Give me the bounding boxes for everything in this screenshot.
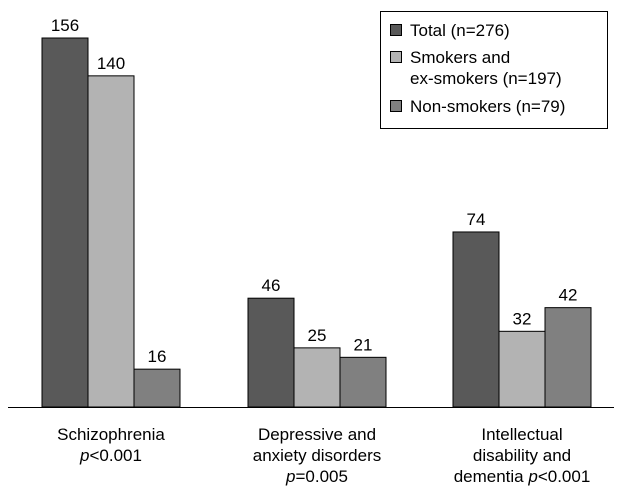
bar-1-0 [87, 75, 135, 408]
legend-swatch [390, 24, 402, 36]
data-label-2-0: 16 [148, 347, 167, 366]
legend-label-line: Non-smokers (n=79) [410, 97, 566, 116]
p-value: p=0.005 [217, 466, 417, 487]
category-label-line: disability and [472, 446, 572, 465]
bar-1-1 [293, 347, 341, 408]
p-value-text: =0.005 [295, 467, 348, 486]
bar-2-2 [544, 307, 592, 408]
legend-label-line: ex-smokers (n=197) [410, 69, 562, 88]
data-label-1-2: 32 [513, 309, 532, 328]
legend: Total (n=276) Smokers and ex-smokers (n=19… [380, 11, 608, 129]
data-label-0-2: 74 [467, 210, 486, 229]
category-label-2: Intellectual disability and dementia p<0.0… [422, 424, 622, 487]
data-label-0-0: 156 [51, 16, 79, 35]
data-label-2-2: 42 [559, 286, 578, 305]
category-label-line: anxiety disorders [252, 446, 382, 465]
legend-label: Non-smokers (n=79) [410, 96, 565, 117]
legend-swatch [390, 51, 402, 63]
legend-swatch [390, 100, 402, 112]
legend-label-line: Smokers and [410, 48, 511, 67]
legend-label-line: Total (n=276) [410, 21, 510, 40]
data-label-2-1: 21 [354, 335, 373, 354]
bar-2-1 [339, 356, 387, 408]
bar-0-2 [452, 231, 500, 408]
p-symbol: p [286, 467, 296, 486]
legend-label: Smokers and ex-smokers (n=197) [410, 47, 562, 89]
p-value-text: <0.001 [537, 467, 591, 486]
category-label-line: dementia [453, 467, 529, 486]
category-label-line: Schizophrenia [57, 425, 165, 444]
legend-label: Total (n=276) [410, 20, 510, 41]
bar-2-0 [133, 368, 181, 408]
p-value: dementia p<0.001 [422, 466, 622, 487]
p-value: p<0.001 [11, 445, 211, 466]
data-label-0-1: 46 [262, 276, 281, 295]
data-label-1-0: 140 [97, 54, 125, 73]
category-label-line: Depressive and [257, 425, 377, 444]
p-symbol: p [80, 446, 90, 465]
bar-0-1 [247, 297, 295, 408]
category-label-1: Depressive and anxiety disorders p=0.005 [217, 424, 417, 487]
data-label-1-1: 25 [308, 326, 327, 345]
p-symbol: p [528, 467, 538, 486]
category-label-0: Schizophrenia p<0.001 [11, 424, 211, 466]
bar-0-0 [41, 37, 89, 408]
category-label-line: Intellectual [481, 425, 563, 444]
p-value-text: <0.001 [89, 446, 142, 465]
bar-1-2 [498, 330, 546, 408]
